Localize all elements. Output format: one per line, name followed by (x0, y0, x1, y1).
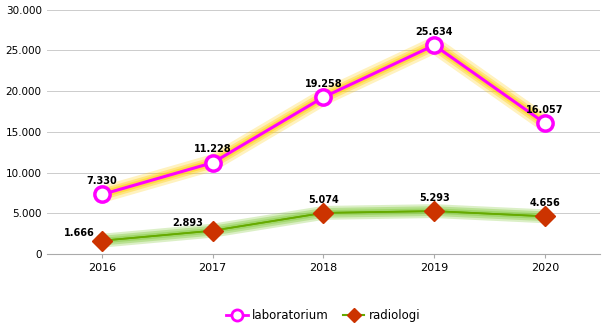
Text: 19.258: 19.258 (305, 79, 342, 89)
Text: 4.656: 4.656 (530, 198, 561, 208)
Text: 2.893: 2.893 (172, 218, 203, 228)
Text: 5.074: 5.074 (308, 195, 339, 204)
Text: 16.057: 16.057 (526, 105, 564, 115)
Text: 25.634: 25.634 (416, 27, 453, 37)
Text: 5.293: 5.293 (419, 193, 450, 203)
Legend: laboratorium, radiologi: laboratorium, radiologi (222, 304, 425, 326)
Text: 1.666: 1.666 (64, 228, 95, 238)
Text: 11.228: 11.228 (194, 144, 231, 154)
Text: 7.330: 7.330 (87, 176, 118, 186)
